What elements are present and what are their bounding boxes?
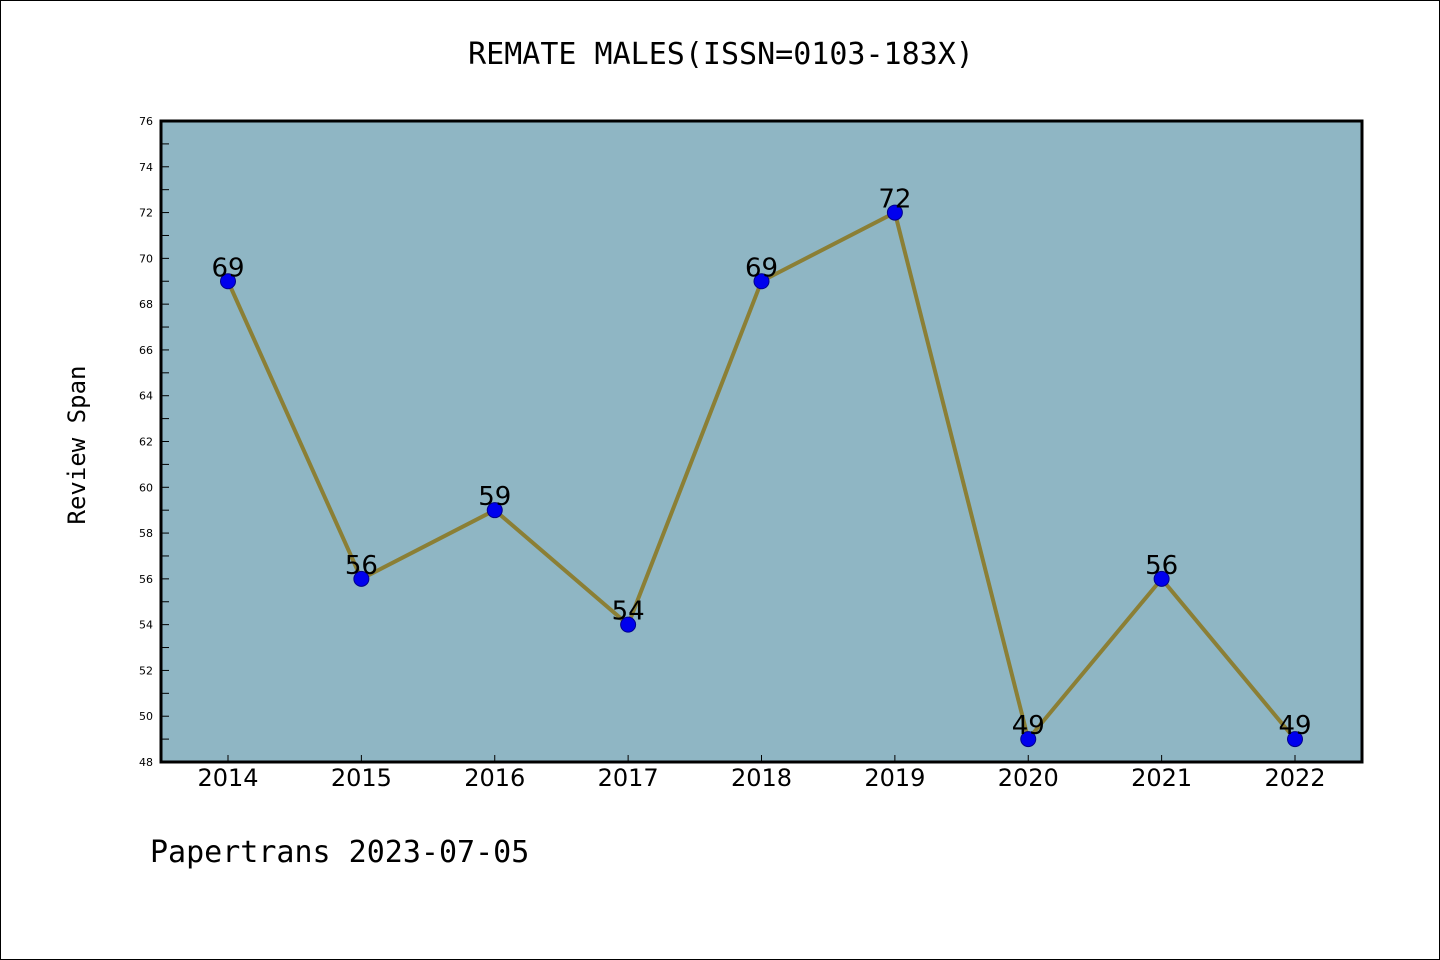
y-tick-label: 76	[139, 115, 153, 128]
data-point	[1287, 731, 1303, 748]
data-point	[1020, 731, 1037, 748]
y-tick-label: 52	[139, 664, 153, 677]
y-tick-label: 60	[139, 481, 153, 494]
data-label: 59	[478, 482, 511, 512]
x-tick-label: 2018	[731, 764, 792, 792]
data-label: 54	[612, 597, 645, 627]
data-label: 56	[345, 551, 378, 581]
y-tick-label: 54	[139, 619, 153, 632]
data-point	[1153, 570, 1170, 587]
data-point	[353, 570, 370, 587]
data-label: 49	[1012, 711, 1045, 741]
data-label: 56	[1145, 551, 1178, 581]
y-tick-label: 50	[139, 710, 153, 723]
y-tick-label: 62	[139, 436, 153, 449]
y-tick-label: 48	[139, 756, 153, 769]
x-tick-label: 2017	[598, 764, 659, 792]
data-point	[620, 616, 637, 633]
x-tick-label: 2022	[1264, 764, 1325, 792]
data-point	[486, 502, 503, 519]
y-tick-label: 72	[139, 207, 153, 220]
x-tick-label: 2021	[1131, 764, 1192, 792]
x-tick-label: 2016	[464, 764, 525, 792]
y-tick-label: 70	[139, 252, 153, 265]
chart-title: REMATE MALES(ISSN=0103-183X)	[468, 37, 974, 72]
y-tick-label: 74	[139, 161, 153, 174]
plot-area	[161, 121, 1362, 762]
x-tick-label: 2019	[864, 764, 925, 792]
y-tick-label: 68	[139, 298, 153, 311]
x-tick-label: 2014	[197, 764, 258, 792]
plot-frame	[159, 119, 1364, 764]
x-tick-label: 2015	[331, 764, 392, 792]
data-label: 72	[878, 185, 911, 215]
data-label: 49	[1278, 711, 1311, 741]
data-label: 69	[745, 253, 778, 283]
y-tick-label: 58	[139, 527, 153, 540]
data-label: 69	[211, 253, 244, 283]
data-point	[886, 204, 903, 221]
footer-note: Papertrans 2023-07-05	[150, 835, 530, 870]
data-point	[220, 273, 236, 290]
x-tick-label: 2020	[998, 764, 1059, 792]
data-point	[753, 273, 770, 290]
y-tick-label: 56	[139, 573, 153, 586]
y-tick-label: 66	[139, 344, 153, 357]
y-tick-label: 64	[139, 390, 153, 403]
